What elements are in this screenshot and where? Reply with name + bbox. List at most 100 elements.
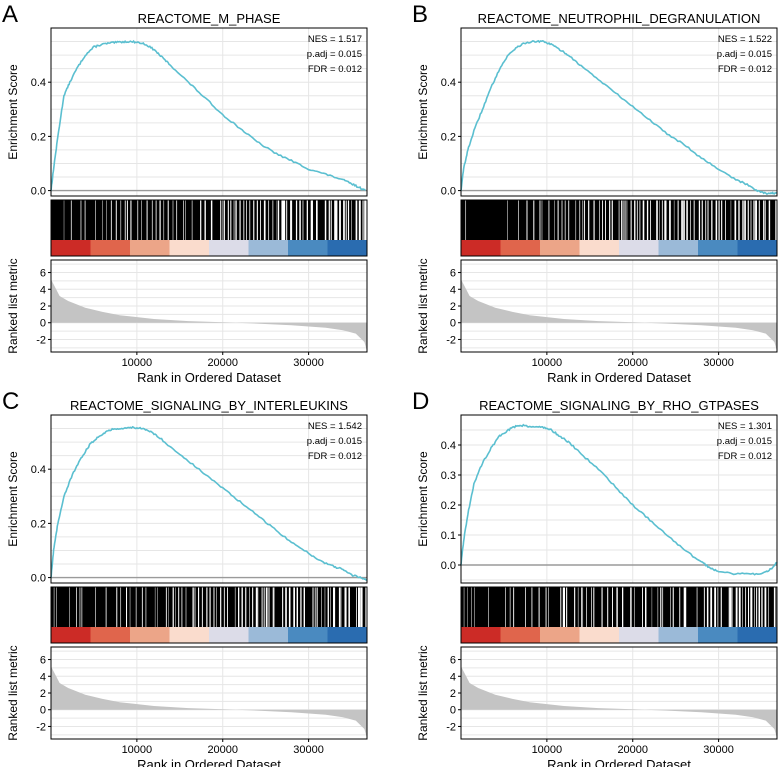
es-plot-frame xyxy=(460,27,778,197)
y-tick-label: 0.4 xyxy=(441,77,456,89)
hit-gap xyxy=(773,587,776,627)
hit-gap xyxy=(311,200,313,240)
hit-gap xyxy=(750,587,753,627)
hit-gap xyxy=(263,587,265,627)
hit-gap xyxy=(272,587,274,627)
hit-gap xyxy=(607,587,609,627)
hit-gap xyxy=(566,587,568,627)
x-tick-label: 30000 xyxy=(293,744,324,756)
hit-gap xyxy=(745,587,747,627)
hit-gap xyxy=(577,587,579,627)
y-tick-label: 6 xyxy=(40,268,46,280)
hit-gap xyxy=(618,200,620,240)
heat-segment xyxy=(698,627,738,643)
hit-gap xyxy=(662,587,664,627)
hit-gap xyxy=(110,200,112,240)
hit-gap xyxy=(210,200,213,240)
hit-gap xyxy=(276,200,278,240)
hit-stripe xyxy=(461,587,778,627)
hit-gap xyxy=(639,200,641,240)
y-tick-label: 0.4 xyxy=(441,440,456,452)
hit-gap xyxy=(758,200,760,240)
hit-gap xyxy=(223,200,225,240)
y-tick-label: 4 xyxy=(450,284,456,296)
hit-gap xyxy=(670,587,671,627)
y-tick-label: 0.1 xyxy=(441,530,456,542)
hit-gap xyxy=(345,587,347,627)
hit-gap xyxy=(183,200,184,240)
hit-stripe xyxy=(51,587,367,627)
hit-gap xyxy=(200,200,202,240)
hit-gap xyxy=(303,587,305,627)
y-tick-label: 2 xyxy=(40,301,46,313)
hit-gap xyxy=(602,200,603,240)
hit-gap xyxy=(622,587,624,627)
es-curve xyxy=(460,39,778,195)
heat-segment xyxy=(51,627,91,643)
hit-gap xyxy=(282,587,284,627)
hit-gap xyxy=(328,200,330,240)
x-axis-label: Rank in Ordered Dataset xyxy=(547,370,691,385)
hit-gap xyxy=(324,200,327,240)
stat-text: NES = 1.517 xyxy=(308,34,362,45)
y-tick-label: -2 xyxy=(446,334,456,346)
hit-gap xyxy=(105,587,107,627)
hit-gap xyxy=(285,587,287,627)
hit-gap xyxy=(69,587,70,627)
hit-gap xyxy=(268,200,270,240)
heat-segment xyxy=(90,240,131,256)
hit-gap xyxy=(683,587,686,627)
hit-gap xyxy=(191,200,193,240)
hit-gap xyxy=(465,200,467,240)
hit-gap xyxy=(300,587,302,627)
hit-gap xyxy=(586,587,587,627)
panel-a: A REACTOME_M_PHASE 0.0 0.2 0.4 Enrichment Sco… xyxy=(2,1,368,385)
panel-label: B xyxy=(412,1,428,28)
hit-gap xyxy=(616,587,618,627)
hit-gap xyxy=(126,200,128,240)
hit-gap xyxy=(660,587,662,627)
hit-gap xyxy=(249,200,251,240)
hit-gap xyxy=(281,200,284,240)
hit-gap xyxy=(272,200,274,240)
hit-gap xyxy=(81,587,83,627)
hit-gap xyxy=(548,200,550,240)
chart-title: REACTOME_SIGNALING_BY_RHO_GTPASES xyxy=(479,398,759,413)
hit-gap xyxy=(282,200,285,240)
hit-gap xyxy=(463,587,465,627)
hit-gap xyxy=(768,200,771,240)
hit-gap xyxy=(261,587,263,627)
y-tick-label: 0.0 xyxy=(31,573,46,585)
stat-text: NES = 1.301 xyxy=(718,421,772,432)
panel-b: B REACTOME_NEUTROPHIL_DEGRANULATION 0.0 0.2… xyxy=(412,1,778,385)
hit-gap xyxy=(593,200,595,240)
hit-frame xyxy=(50,199,368,257)
stat-text: FDR = 0.012 xyxy=(718,64,772,75)
hit-gap xyxy=(230,200,232,240)
hit-gap xyxy=(176,200,178,240)
stat-text: FDR = 0.012 xyxy=(718,451,772,462)
hit-gap xyxy=(728,587,730,627)
hit-gap xyxy=(216,587,217,627)
hit-gap xyxy=(735,587,738,627)
x-tick-label: 20000 xyxy=(617,357,648,369)
hit-gap xyxy=(612,587,613,627)
hit-gap xyxy=(750,200,752,240)
hit-gap xyxy=(330,587,331,627)
y-tick-label: 2 xyxy=(40,688,46,700)
hit-gap xyxy=(257,587,259,627)
hit-gap xyxy=(151,200,153,240)
heat-segment xyxy=(658,627,699,643)
heat-segment xyxy=(288,627,328,643)
hit-gap xyxy=(657,587,659,627)
rank-metric-area xyxy=(461,666,777,739)
hit-gap xyxy=(178,587,180,627)
hit-gap xyxy=(364,200,367,240)
y-tick-label: -2 xyxy=(36,721,46,733)
y-tick-label: 0.4 xyxy=(31,464,46,476)
hit-gap xyxy=(286,200,288,240)
hit-frame xyxy=(460,586,778,644)
y-tick-label: 0.0 xyxy=(31,186,46,198)
hit-gap xyxy=(239,200,241,240)
hit-gap xyxy=(344,587,347,627)
